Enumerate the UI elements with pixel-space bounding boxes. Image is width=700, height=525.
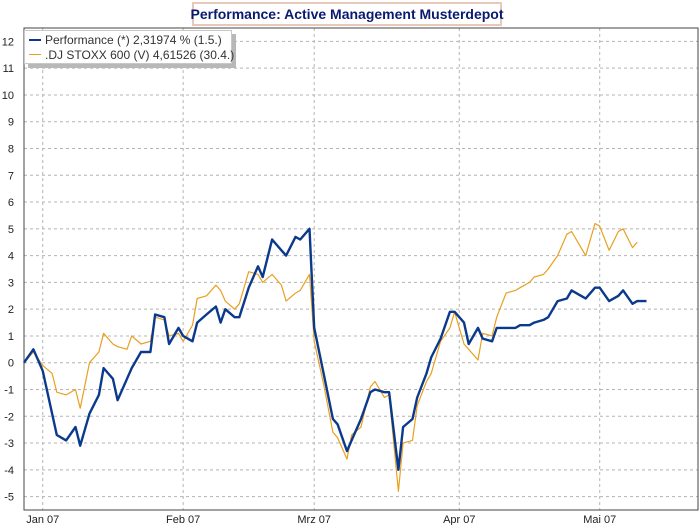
legend-item-performance: Performance (*) 2,31974 % (1.5.) xyxy=(29,32,227,47)
y-tick-label: 1 xyxy=(8,331,14,343)
y-tick-label: -3 xyxy=(4,438,14,450)
chart-title: Performance: Active Management Musterdep… xyxy=(190,6,504,22)
x-tick-label: Apr 07 xyxy=(443,514,475,525)
y-tick-label: 6 xyxy=(8,197,14,209)
y-tick-label: 7 xyxy=(8,170,14,182)
y-tick-label: 8 xyxy=(8,144,14,156)
y-tick-label: -1 xyxy=(4,385,14,397)
grid-lines xyxy=(24,28,698,510)
y-tick-label: 10 xyxy=(2,90,14,102)
series-lines xyxy=(23,222,647,492)
legend-label-stoxx: .DJ STOXX 600 (V) 4,61526 (30.4.) xyxy=(45,47,235,62)
x-tick-label: Feb 07 xyxy=(166,514,200,525)
y-tick-label: 4 xyxy=(8,251,14,263)
x-tick-label: Mai 07 xyxy=(583,514,616,525)
y-tick-label: 2 xyxy=(8,304,14,316)
legend-swatch-stoxx xyxy=(29,54,41,55)
y-tick-label: 0 xyxy=(8,358,14,370)
y-tick-label: -5 xyxy=(4,492,14,504)
x-axis-ticks: Jan 07 Feb 07 Mrz 07 Apr 07 Mai 07 xyxy=(26,514,616,525)
chart-title-box: Performance: Active Management Musterdep… xyxy=(190,2,504,26)
x-tick-label: Jan 07 xyxy=(26,514,59,525)
legend-label-performance: Performance (*) 2,31974 % (1.5.) xyxy=(45,32,222,47)
y-tick-label: 3 xyxy=(8,277,14,289)
legend-swatch-performance xyxy=(29,38,41,41)
series-line-stoxx xyxy=(23,222,638,492)
plot-area-frame xyxy=(23,27,699,511)
series-line-performance xyxy=(23,227,647,471)
y-tick-label: 11 xyxy=(3,63,14,75)
y-tick-label: 5 xyxy=(8,224,14,236)
y-tick-label: 9 xyxy=(8,117,14,129)
y-tick-label: -2 xyxy=(4,411,14,423)
y-tick-label: 12 xyxy=(2,36,14,48)
y-tick-label: -4 xyxy=(4,465,14,477)
legend-item-stoxx: .DJ STOXX 600 (V) 4,61526 (30.4.) xyxy=(29,47,234,62)
legend: Performance (*) 2,31974 % (1.5.) .DJ STO… xyxy=(24,30,234,64)
x-tick-label: Mrz 07 xyxy=(297,514,331,525)
